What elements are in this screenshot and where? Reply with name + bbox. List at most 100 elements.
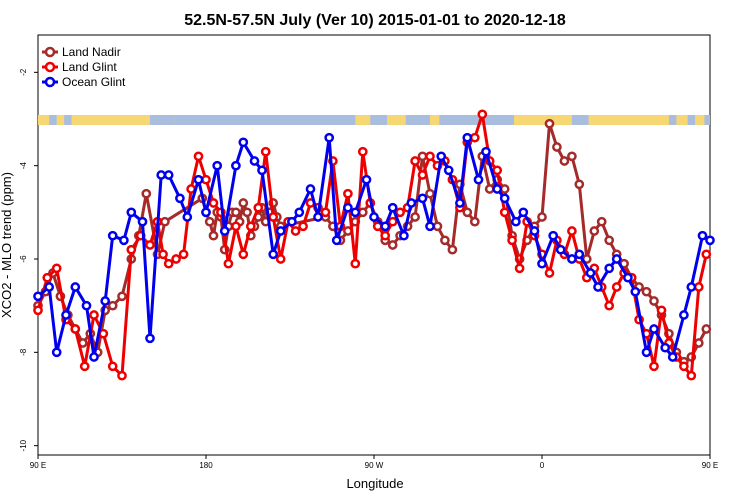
data-point [544, 268, 555, 278]
legend-marker [44, 76, 56, 88]
data-point [693, 338, 704, 348]
data-point [585, 268, 596, 278]
y-tick-label: -2 [19, 68, 28, 76]
landmask-ocean [49, 115, 57, 125]
data-point [350, 207, 361, 218]
data-point [343, 188, 353, 199]
y-tick-label: -6 [19, 255, 28, 263]
data-point [604, 300, 615, 311]
data-point [417, 170, 428, 180]
data-point [357, 146, 368, 157]
data-point [649, 296, 659, 306]
data-point [70, 324, 81, 334]
data-point [145, 240, 155, 250]
data-point [208, 230, 219, 241]
y-tick-label: -10 [19, 439, 28, 451]
legend-label: Land Nadir [62, 45, 121, 59]
data-point [100, 296, 111, 306]
data-point [238, 137, 249, 148]
data-point [126, 244, 137, 255]
data-point [473, 174, 484, 185]
data-point [245, 221, 256, 232]
data-point [701, 249, 712, 260]
data-point [679, 361, 689, 372]
data-point [238, 198, 249, 208]
data-point [305, 184, 316, 194]
data-point [462, 132, 473, 143]
data-point [33, 291, 43, 302]
data-point [518, 207, 529, 218]
data-point [107, 230, 118, 241]
data-point [406, 198, 417, 208]
data-point [484, 184, 495, 194]
data-point [604, 263, 615, 274]
data-point [432, 221, 443, 232]
data-point [679, 310, 689, 320]
data-point [492, 184, 503, 194]
data-point [81, 300, 92, 311]
data-point [343, 202, 353, 213]
data-point [160, 216, 170, 227]
landmask-ocean [687, 115, 696, 125]
data-point [117, 291, 127, 302]
landmask-ocean [370, 115, 388, 125]
data-point [548, 230, 559, 241]
data-point [324, 132, 335, 143]
data-point [61, 310, 71, 320]
data-point [320, 207, 331, 218]
data-point [268, 212, 279, 222]
data-point [290, 226, 301, 236]
data-point [287, 216, 297, 227]
data-point [529, 226, 540, 236]
data-point [660, 342, 671, 353]
data-point [511, 216, 521, 227]
data-point [395, 207, 405, 218]
data-point [201, 174, 211, 185]
data-point [126, 207, 137, 218]
data-point [158, 249, 168, 260]
data-point [231, 207, 241, 218]
data-point [469, 132, 480, 143]
data-point [156, 170, 167, 180]
data-point [507, 235, 517, 246]
data-point [552, 142, 562, 152]
data-point [589, 226, 600, 236]
x-tick-label: 90 W [365, 461, 384, 470]
data-point [331, 235, 342, 246]
legend-label: Ocean Glint [62, 75, 126, 89]
data-point [163, 170, 174, 180]
data-point [175, 193, 185, 204]
data-point [544, 118, 555, 129]
data-point [98, 328, 109, 339]
data-point [171, 254, 181, 264]
data-point [514, 263, 525, 274]
data-point [425, 221, 435, 232]
data-point [219, 226, 230, 236]
data-point [204, 216, 215, 227]
data-point [492, 165, 503, 176]
x-tick-label: 180 [199, 461, 213, 470]
data-point [686, 282, 697, 292]
data-point [369, 212, 379, 222]
data-point [275, 226, 286, 236]
data-point [361, 174, 372, 185]
data-point [253, 202, 264, 213]
data-point [212, 160, 223, 171]
y-tick-label: -8 [19, 348, 28, 356]
data-point [611, 254, 622, 264]
data-point [630, 286, 641, 297]
data-point [79, 361, 90, 372]
data-point [555, 244, 566, 255]
data-point [425, 188, 435, 199]
data-point [440, 235, 450, 246]
data-point [193, 174, 204, 185]
data-point [145, 333, 155, 344]
data-point [697, 230, 708, 241]
data-point [141, 188, 152, 199]
data-point [499, 193, 510, 204]
data-point [257, 165, 267, 176]
data-point [193, 151, 204, 162]
data-point [107, 300, 118, 311]
